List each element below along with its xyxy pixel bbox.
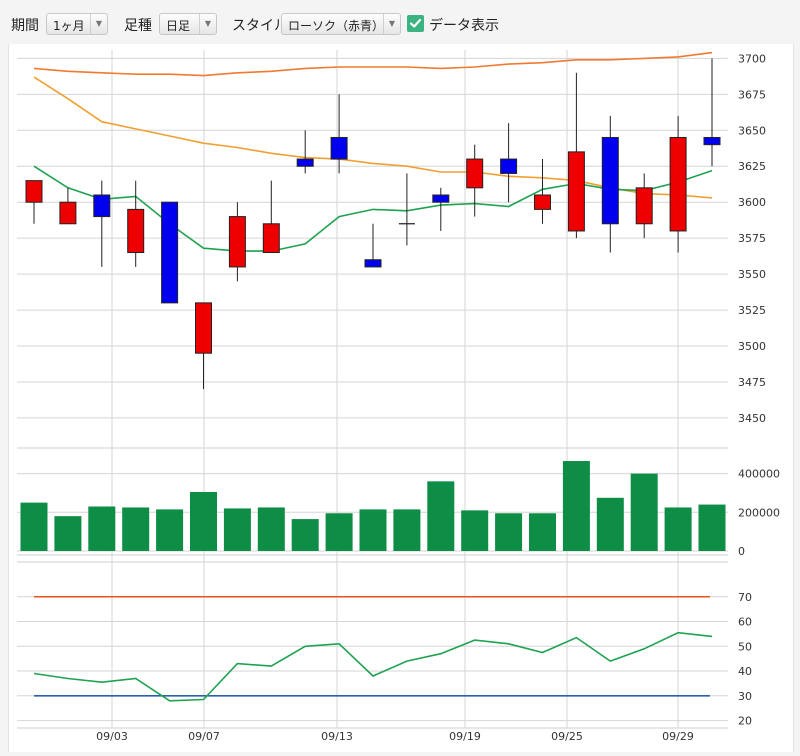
candle-body	[500, 158, 518, 174]
candle-body	[635, 187, 653, 225]
price-tick-label: 3450	[738, 412, 766, 425]
rsi-line	[33, 631, 713, 702]
volume-bar	[630, 473, 658, 551]
volume-bar	[190, 491, 217, 551]
footbar-select[interactable]: 日足 ▼	[159, 13, 217, 35]
candle-body	[703, 136, 721, 146]
volume-bar	[325, 513, 353, 551]
checkmark-icon	[409, 18, 422, 28]
x-tick-label: 09/29	[662, 730, 694, 743]
style-select-value: ローソク（赤青）	[288, 19, 385, 33]
price-tick-label: 3650	[738, 124, 766, 137]
data-display-label: データ表示	[429, 18, 499, 34]
rsi-tick-label: 70	[738, 591, 752, 604]
x-tick-label: 09/13	[321, 730, 353, 743]
rsi-tick-label: 50	[738, 640, 752, 653]
volume-bar	[427, 481, 455, 551]
style-select[interactable]: ローソク（赤青） ▼	[281, 13, 401, 35]
x-tick-label: 09/19	[449, 730, 481, 743]
chart-panel	[8, 44, 794, 752]
volume-bar	[257, 507, 285, 551]
volume-bar	[596, 497, 624, 551]
footbar-select-value: 日足	[166, 19, 191, 33]
volume-bar	[495, 513, 523, 551]
data-display-checkbox[interactable]	[407, 15, 424, 32]
rsi-tick-label: 30	[738, 690, 752, 703]
volume-bar	[291, 519, 319, 551]
candle-body	[567, 151, 585, 232]
candle-body	[127, 208, 145, 254]
volume-bar	[156, 509, 184, 551]
price-tick-label: 3525	[738, 304, 766, 317]
volume-tick-label: 200000	[738, 506, 780, 519]
candle-body	[228, 216, 246, 268]
price-tick-label: 3500	[738, 340, 766, 353]
price-pane	[25, 51, 721, 390]
axis-labels: 3450 3475 3500 3525 3550 3575 3600 3625 3650 3675…	[96, 52, 780, 743]
candle-body	[93, 194, 111, 218]
ma-mid-line	[33, 76, 713, 199]
rsi-pane	[33, 595, 713, 702]
candle-body	[25, 180, 43, 203]
volume-bar	[122, 507, 150, 551]
price-tick-label: 3475	[738, 376, 766, 389]
price-tick-label: 3550	[738, 268, 766, 281]
period-select[interactable]: 1ヶ月 ▼	[46, 13, 108, 35]
volume-bar	[359, 509, 387, 551]
grid-lines	[17, 50, 728, 729]
candle-body	[601, 136, 619, 225]
x-tick-label: 09/07	[188, 730, 220, 743]
volume-bar	[562, 461, 590, 551]
price-tick-label: 3700	[738, 52, 766, 65]
period-select-value: 1ヶ月	[53, 19, 85, 33]
footbar-label: 足種	[124, 18, 152, 34]
price-tick-label: 3575	[738, 232, 766, 245]
rsi-tick-label: 40	[738, 665, 752, 678]
candle-body	[466, 158, 484, 189]
volume-tick-label: 0	[738, 545, 745, 558]
candle-body	[432, 194, 450, 203]
candle-body	[262, 223, 280, 254]
price-tick-label: 3675	[738, 88, 766, 101]
ma-short-line	[33, 165, 713, 252]
candle-body	[330, 136, 348, 160]
candle-body	[534, 194, 551, 210]
volume-bar	[529, 513, 556, 551]
candle-body	[161, 201, 179, 304]
toolbar: 期間 1ヶ月 ▼ 足種 日足 ▼ スタイル ローソク（赤青） ▼ データ表示	[0, 0, 800, 48]
volume-bar	[393, 509, 421, 551]
rsi-tick-label: 60	[738, 616, 752, 629]
volume-bar	[223, 508, 251, 551]
candle-body	[195, 302, 212, 354]
candle-body	[59, 201, 77, 225]
candle-body	[364, 259, 382, 268]
volume-tick-label: 400000	[738, 468, 780, 481]
x-tick-label: 09/03	[96, 730, 128, 743]
volume-bar	[698, 504, 726, 551]
price-tick-label: 3625	[738, 160, 766, 173]
style-label: スタイル	[232, 18, 288, 34]
chevron-down-icon: ▼	[199, 14, 216, 34]
candle-body	[296, 158, 314, 167]
volume-bar	[461, 510, 489, 551]
rsi-tick-label: 20	[738, 715, 752, 728]
volume-pane	[20, 461, 726, 551]
chevron-down-icon: ▼	[90, 14, 107, 34]
period-label: 期間	[11, 18, 39, 34]
volume-bar	[88, 506, 116, 551]
candle-body	[669, 136, 687, 232]
ma-long-line	[33, 51, 713, 77]
volume-bar	[54, 516, 82, 551]
price-tick-label: 3600	[738, 196, 766, 209]
volume-bar	[664, 507, 692, 551]
chevron-down-icon: ▼	[383, 14, 400, 34]
x-tick-label: 09/25	[551, 730, 583, 743]
volume-bar	[20, 502, 48, 551]
